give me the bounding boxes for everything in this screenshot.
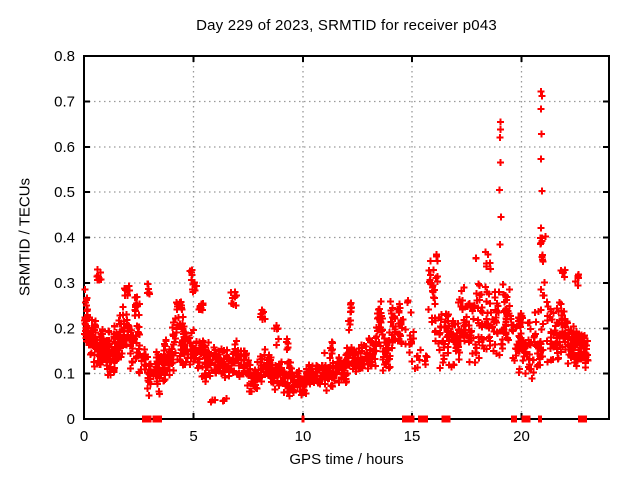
x-axis-label: GPS time / hours — [289, 451, 404, 468]
y-tick-label: 0.5 — [54, 184, 75, 201]
y-tick-label: 0.3 — [54, 275, 75, 292]
y-tick-label: 0.4 — [54, 230, 75, 247]
x-tick-label: 5 — [189, 428, 197, 445]
y-tick-label: 0.2 — [54, 321, 75, 338]
gridlines — [84, 56, 609, 419]
chart-title: Day 229 of 2023, SRMTID for receiver p04… — [196, 17, 497, 34]
y-tick-label: 0.8 — [54, 48, 75, 65]
y-tick-label: 0.7 — [54, 94, 75, 111]
x-tick-label: 10 — [295, 428, 312, 445]
x-tick-label: 0 — [80, 428, 88, 445]
y-tick-label: 0 — [67, 411, 75, 428]
y-tick-label: 0.1 — [54, 366, 75, 383]
x-tick-label: 15 — [404, 428, 421, 445]
scatter-points — [81, 88, 592, 406]
y-tick-label: 0.6 — [54, 139, 75, 156]
x-tick-label: 20 — [513, 428, 530, 445]
